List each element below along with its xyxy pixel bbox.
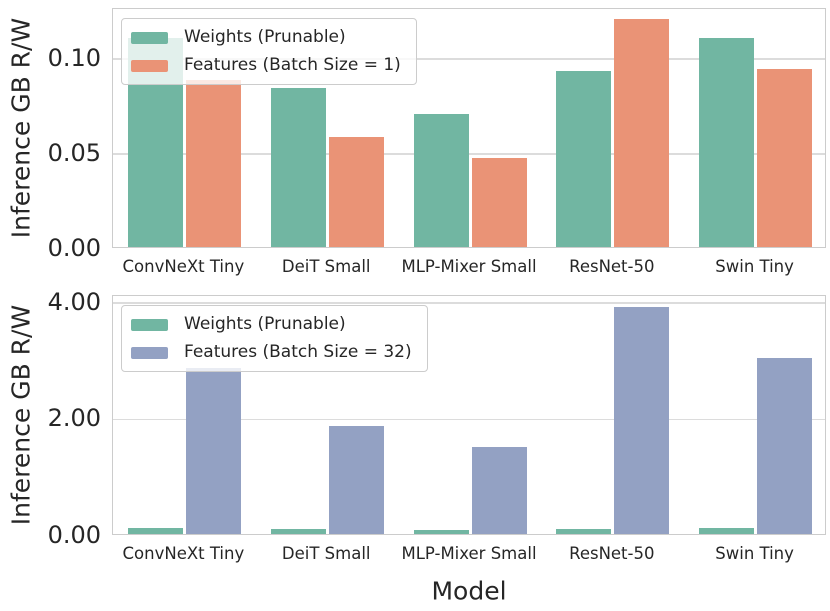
bar-features-mlp-mixer-small — [471, 447, 527, 534]
legend-swatch — [131, 59, 168, 72]
bar-features-mlp-mixer-small — [471, 157, 527, 247]
x-tick-label: Swin Tiny — [715, 257, 794, 276]
legend-entry-label: Weights (Prunable) — [184, 27, 346, 47]
bar-weights-swin-tiny — [699, 527, 755, 534]
x-tick-label: MLP-Mixer Small — [401, 544, 537, 563]
legend-swatch — [131, 346, 168, 359]
bar-features-deit-small — [328, 425, 384, 534]
x-tick-label: ConvNeXt Tiny — [122, 544, 245, 563]
bar-weights-resnet-50 — [556, 70, 612, 247]
bar-features-resnet-50 — [614, 307, 670, 534]
legend-entry: Features (Batch Size = 32) — [131, 342, 412, 363]
x-tick-label: ResNet-50 — [569, 257, 655, 276]
x-axis-label: Model — [431, 576, 507, 606]
gridline — [113, 418, 825, 421]
bar-weights-mlp-mixer-small — [413, 114, 469, 247]
x-tick-label: DeiT Small — [281, 257, 371, 276]
x-tick-label: MLP-Mixer Small — [401, 257, 537, 276]
bar-features-deit-small — [328, 136, 384, 247]
bar-weights-mlp-mixer-small — [413, 529, 469, 534]
x-tick-label: Swin Tiny — [715, 544, 794, 563]
legend-entry-label: Features (Batch Size = 1) — [184, 55, 401, 75]
bar-weights-deit-small — [270, 87, 326, 247]
gridline — [113, 58, 825, 61]
gridline — [113, 302, 825, 304]
top-chart-axes: Weights (Prunable) Features (Batch Size =… — [112, 8, 826, 248]
legend-entry: Features (Batch Size = 1) — [131, 55, 401, 76]
y-tick-label: 0.00 — [47, 234, 101, 262]
bar-features-convnext-tiny — [185, 367, 241, 534]
x-tick-label: ResNet-50 — [569, 544, 655, 563]
x-tick-label: ConvNeXt Tiny — [122, 257, 245, 276]
bar-features-convnext-tiny — [185, 80, 241, 247]
bar-weights-convnext-tiny — [127, 527, 183, 534]
bar-features-swin-tiny — [757, 68, 813, 247]
y-tick-label: 0.00 — [47, 521, 101, 549]
legend-entry-label: Weights (Prunable) — [184, 314, 346, 334]
legend-entry: Weights (Prunable) — [131, 27, 401, 48]
legend: Weights (Prunable) Features (Batch Size =… — [121, 18, 417, 85]
legend-swatch — [131, 31, 168, 44]
y-tick-label: 4.00 — [47, 287, 101, 316]
legend-entry-label: Features (Batch Size = 32) — [184, 342, 412, 362]
bar-features-swin-tiny — [757, 357, 813, 534]
bar-weights-deit-small — [270, 529, 326, 534]
bar-weights-swin-tiny — [699, 38, 755, 247]
y-tick-label: 0.10 — [47, 44, 101, 73]
y-tick-label: 0.05 — [47, 139, 101, 168]
y-tick-label: 2.00 — [47, 404, 101, 433]
legend-swatch — [131, 318, 168, 331]
legend-entry: Weights (Prunable) — [131, 314, 412, 335]
legend: Weights (Prunable) Features (Batch Size =… — [121, 305, 428, 372]
bar-weights-resnet-50 — [556, 528, 612, 534]
bottom-chart-axes: Weights (Prunable) Features (Batch Size =… — [112, 295, 826, 535]
x-tick-label: DeiT Small — [281, 544, 371, 563]
bar-features-resnet-50 — [614, 19, 670, 247]
gridline — [113, 153, 825, 155]
